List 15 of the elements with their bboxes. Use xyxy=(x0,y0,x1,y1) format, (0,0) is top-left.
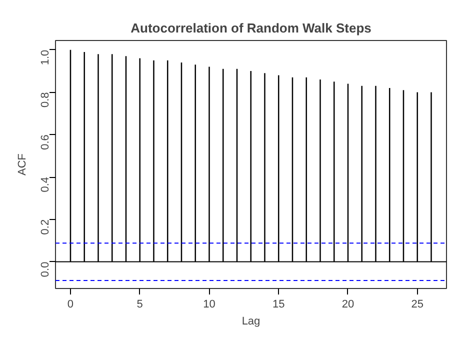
x-tick-label: 20 xyxy=(342,298,354,310)
x-axis-title: Lag xyxy=(242,316,260,328)
x-tick-label: 25 xyxy=(411,298,424,310)
x-tick-label: 15 xyxy=(272,298,285,310)
chart-title: Autocorrelation of Random Walk Steps xyxy=(130,20,372,36)
x-tick-label: 0 xyxy=(67,298,74,310)
y-axis-title: ACF xyxy=(16,153,28,176)
y-tick-label: 0.6 xyxy=(40,134,52,150)
y-tick-label: 0.2 xyxy=(40,219,52,235)
y-tick-label: 0.8 xyxy=(40,92,52,108)
y-tick-label: 0.4 xyxy=(40,177,52,192)
x-tick-label: 5 xyxy=(136,298,143,310)
y-tick-label: 1.0 xyxy=(40,50,52,66)
x-tick-label: 10 xyxy=(203,298,216,310)
y-tick-label: 0.0 xyxy=(40,262,52,278)
